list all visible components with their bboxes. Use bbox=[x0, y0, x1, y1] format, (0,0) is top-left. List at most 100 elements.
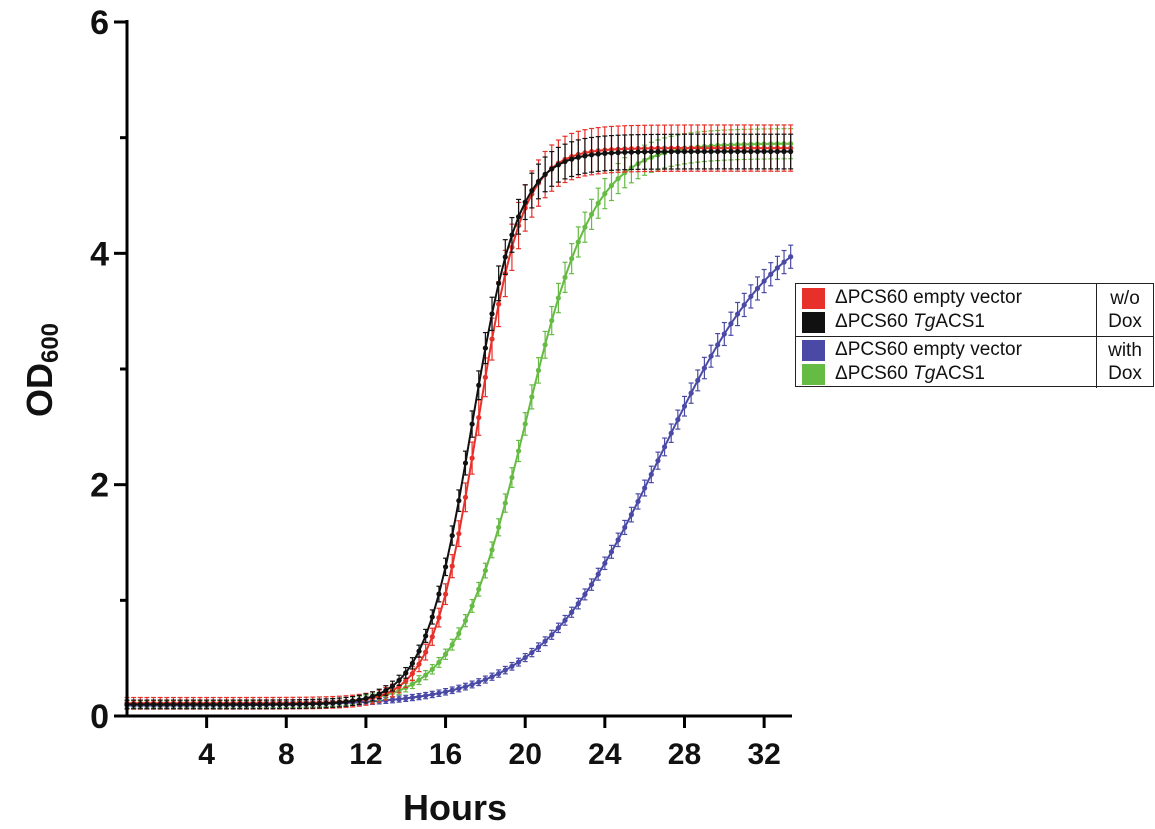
series-1-point bbox=[701, 148, 707, 155]
series-1-point bbox=[210, 701, 216, 708]
x-tick-label: 16 bbox=[429, 738, 462, 771]
series-2-point bbox=[661, 444, 668, 450]
series-1-point bbox=[383, 687, 389, 694]
series-2-point bbox=[423, 692, 429, 699]
series-0-point bbox=[423, 649, 429, 655]
series-2-point bbox=[608, 549, 615, 555]
series-1-point bbox=[582, 153, 588, 159]
series-2-point bbox=[522, 654, 528, 661]
legend-swatch-2 bbox=[802, 339, 825, 361]
series-1-point bbox=[542, 171, 548, 177]
series-1-point bbox=[761, 148, 767, 155]
series-1-point bbox=[330, 700, 336, 706]
series-1-point bbox=[648, 149, 654, 155]
series-3-point bbox=[582, 224, 588, 230]
series-0-point bbox=[482, 374, 488, 380]
series-2-point bbox=[734, 311, 741, 317]
series-1-point bbox=[164, 701, 170, 708]
y-tick-label: 2 bbox=[90, 467, 109, 505]
series-2-point bbox=[622, 524, 628, 531]
legend-condition-with-dox: with Dox bbox=[1108, 340, 1142, 384]
series-1-point bbox=[257, 701, 263, 707]
series-1-point bbox=[595, 151, 601, 157]
series-1-point bbox=[668, 149, 674, 155]
series-1-point bbox=[144, 701, 150, 708]
series-0-point bbox=[489, 336, 495, 342]
series-2-point bbox=[555, 625, 561, 631]
series-1-point bbox=[781, 148, 787, 155]
legend-swatch-0 bbox=[802, 287, 825, 309]
series-1-point bbox=[774, 148, 780, 155]
series-1-point bbox=[243, 701, 250, 707]
series-1-point bbox=[190, 701, 196, 708]
series-1-point bbox=[661, 149, 668, 155]
series-2-point bbox=[542, 638, 548, 644]
series-0-point bbox=[429, 634, 435, 640]
series-2-point bbox=[741, 302, 747, 308]
series-0 bbox=[124, 124, 794, 710]
legend-label-2: ΔPCS60 empty vector bbox=[835, 339, 1022, 360]
series-2-point bbox=[575, 601, 581, 607]
series-1-point bbox=[137, 701, 143, 708]
series-0-point bbox=[436, 615, 442, 621]
y-axis-label-subscript: 600 bbox=[37, 323, 64, 363]
series-2-point bbox=[642, 485, 648, 491]
series-1-point bbox=[635, 149, 641, 155]
series-3-point bbox=[482, 567, 488, 574]
series-1-point bbox=[569, 156, 575, 162]
series-1-point bbox=[622, 149, 628, 155]
series-1-point bbox=[535, 178, 542, 185]
series-1-point bbox=[642, 149, 648, 155]
series-2-point bbox=[655, 458, 661, 464]
series-1-point bbox=[489, 311, 495, 317]
series-2-point bbox=[635, 498, 641, 505]
series-1-point bbox=[310, 701, 316, 707]
series-1-point bbox=[602, 150, 608, 156]
series-1-point bbox=[250, 701, 256, 707]
legend-entry-0: ΔPCS60 empty vector bbox=[802, 286, 1022, 310]
series-1-point bbox=[462, 460, 469, 466]
series-0-point bbox=[456, 531, 462, 537]
series-1-point bbox=[768, 148, 774, 155]
series-1-point bbox=[469, 421, 475, 427]
series-1-point bbox=[695, 148, 701, 155]
series-1-line bbox=[126, 150, 791, 706]
series-2-point bbox=[509, 663, 515, 669]
series-1 bbox=[124, 133, 794, 710]
legend-condition-without-dox: w/o Dox bbox=[1108, 288, 1142, 332]
series-2-point bbox=[748, 293, 754, 300]
series-3-point bbox=[562, 274, 568, 280]
series-3-point bbox=[535, 367, 542, 373]
series-3-point bbox=[588, 211, 595, 217]
x-tick-label: 20 bbox=[509, 738, 542, 771]
series-1-point bbox=[549, 166, 555, 172]
y-tick-label: 0 bbox=[90, 698, 109, 736]
series-2-point bbox=[476, 679, 482, 685]
series-2-point bbox=[602, 560, 608, 566]
series-3-point bbox=[469, 603, 475, 609]
series-3-point bbox=[429, 666, 435, 672]
legend-group-without-dox: ΔPCS60 empty vector ΔPCS60 TgACS1 w/o Dox bbox=[796, 284, 1153, 337]
series-2-point bbox=[788, 254, 794, 260]
series-1-point bbox=[721, 148, 727, 155]
y-tick-label: 6 bbox=[90, 4, 109, 42]
series-1-point bbox=[655, 149, 661, 155]
series-1-point bbox=[748, 148, 754, 155]
series-3-point bbox=[416, 677, 422, 683]
series-2-point bbox=[462, 684, 469, 690]
series-2-point bbox=[728, 321, 734, 327]
series-2-point bbox=[429, 691, 435, 698]
legend-divider bbox=[1096, 336, 1097, 388]
series-2-point bbox=[681, 403, 688, 409]
series-2-point bbox=[628, 512, 634, 518]
series-1-point bbox=[575, 154, 581, 160]
series-1-point bbox=[356, 697, 362, 703]
series-2-point bbox=[569, 609, 575, 615]
series-1-point bbox=[290, 701, 296, 707]
series-1-point bbox=[429, 614, 435, 620]
series-1-point bbox=[131, 701, 137, 708]
y-axis-label: OD600 bbox=[19, 323, 64, 417]
series-2-point bbox=[768, 271, 774, 277]
